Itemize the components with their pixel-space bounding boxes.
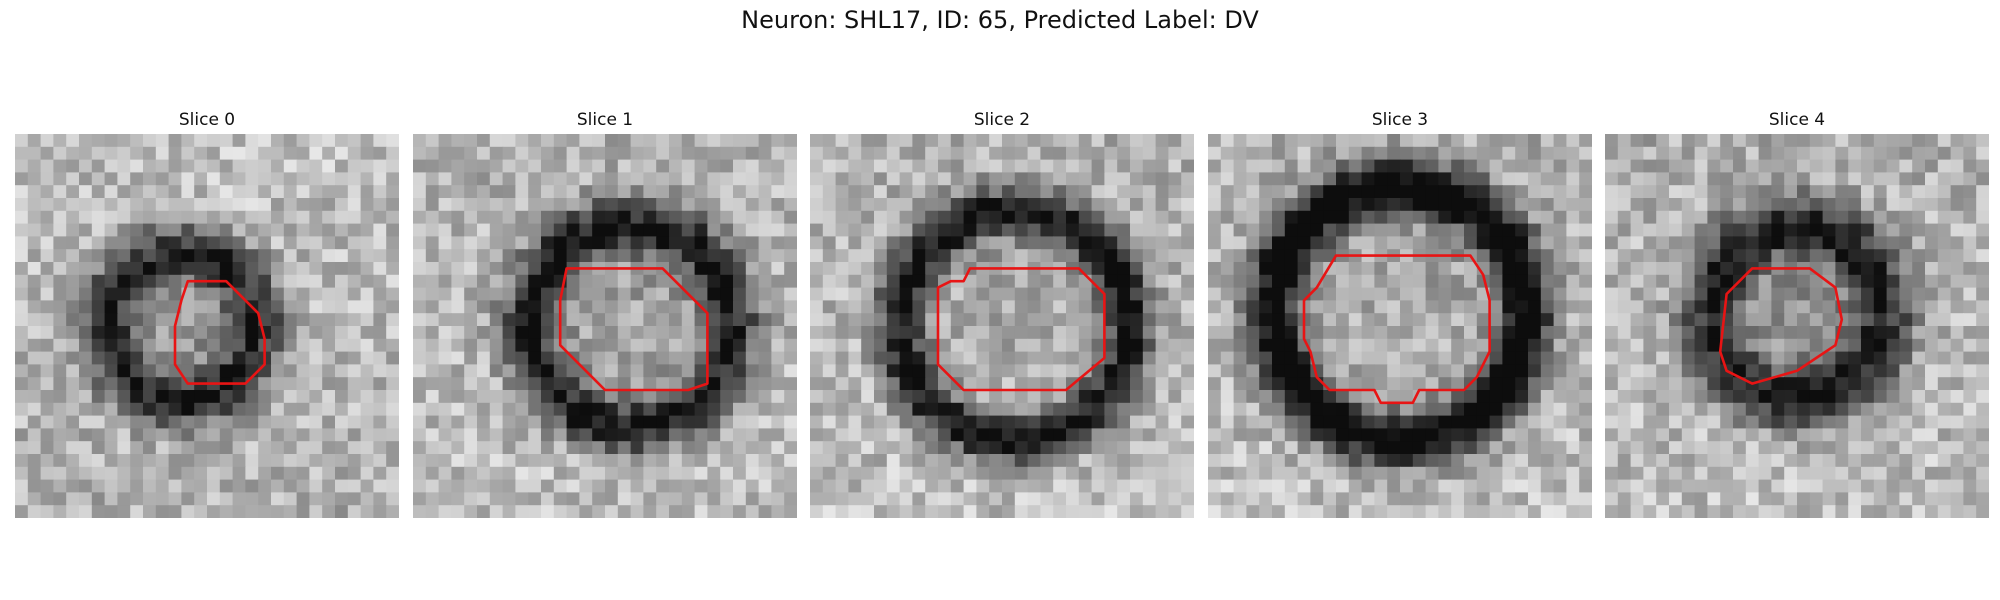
slice-title-0: Slice 0 bbox=[15, 108, 399, 132]
slice-panel-3: Slice 3 bbox=[1208, 108, 1592, 132]
slice-title-1: Slice 1 bbox=[413, 108, 797, 132]
slice-panel-0: Slice 0 bbox=[15, 108, 399, 132]
pixel-grid bbox=[413, 134, 797, 518]
slice-image-3 bbox=[1208, 134, 1592, 518]
pixel-grid bbox=[1605, 134, 1989, 518]
pixel-grid bbox=[1208, 134, 1592, 518]
slice-panel-2: Slice 2 bbox=[810, 108, 1194, 132]
slice-image-2 bbox=[810, 134, 1194, 518]
slice-panel-4: Slice 4 bbox=[1605, 108, 1989, 132]
slice-title-4: Slice 4 bbox=[1605, 108, 1989, 132]
slice-image-4 bbox=[1605, 134, 1989, 518]
slice-title-3: Slice 3 bbox=[1208, 108, 1592, 132]
slice-panel-1: Slice 1 bbox=[413, 108, 797, 132]
slice-image-0 bbox=[15, 134, 399, 518]
slice-image-1 bbox=[413, 134, 797, 518]
pixel-grid bbox=[15, 134, 399, 518]
slice-title-2: Slice 2 bbox=[810, 108, 1194, 132]
pixel-grid bbox=[810, 134, 1194, 518]
